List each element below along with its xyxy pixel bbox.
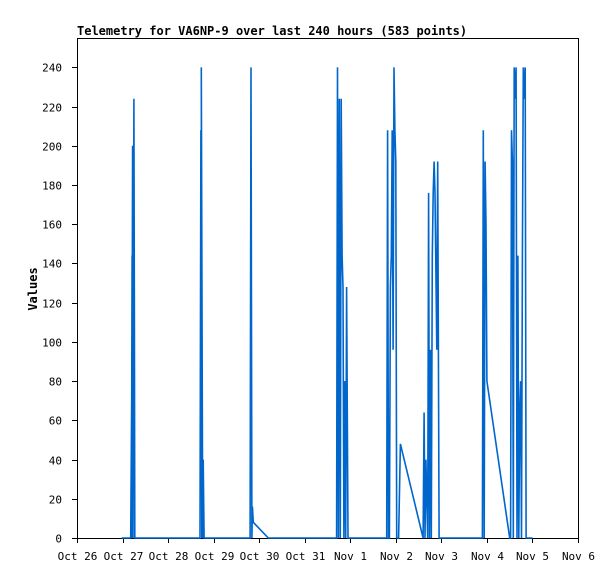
y-tick-label: 140 (42, 258, 62, 271)
series-line-0 (121, 67, 533, 539)
x-tick-label: Oct 28 (149, 550, 189, 563)
x-tick-label: Oct 26 (58, 550, 98, 563)
y-tick-label: 0 (55, 533, 62, 546)
x-tick-label: Nov 4 (471, 550, 504, 563)
x-tick-label: Oct 27 (104, 550, 144, 563)
series-area (121, 67, 533, 539)
y-tick-label: 160 (42, 219, 62, 232)
x-tick-label: Nov 2 (380, 550, 413, 563)
y-tick-label: 220 (42, 102, 62, 115)
y-tick-label: 100 (42, 337, 62, 350)
x-tick-label: Oct 29 (195, 550, 235, 563)
y-tick-label: 200 (42, 141, 62, 154)
plot-area-frame (77, 38, 579, 539)
x-tick-label: Nov 3 (425, 550, 458, 563)
x-tick-label: Nov 5 (516, 550, 549, 563)
y-tick-label: 60 (49, 415, 62, 428)
x-axis: Oct 26 Oct 27 Oct 28 Oct 29 Oct 30 Oct 31 Nov … (58, 538, 595, 563)
chart-title: Telemetry for VA6NP-9 over last 240 hour… (77, 24, 467, 38)
x-tick-label: Nov 1 (334, 550, 367, 563)
y-axis-label: Values (26, 267, 40, 310)
y-axis: 0 20 40 60 80 100 120 140 160 180 200 220 240 (42, 62, 77, 546)
y-tick-label: 20 (49, 494, 62, 507)
y-tick-label: 40 (49, 455, 62, 468)
y-tick-label: 180 (42, 180, 62, 193)
y-tick-label: 120 (42, 298, 62, 311)
y-tick-label: 80 (49, 376, 62, 389)
x-tick-label: Oct 31 (286, 550, 326, 563)
x-tick-label: Oct 30 (240, 550, 280, 563)
x-tick-label: Nov 6 (562, 550, 595, 563)
y-tick-label: 240 (42, 62, 62, 75)
